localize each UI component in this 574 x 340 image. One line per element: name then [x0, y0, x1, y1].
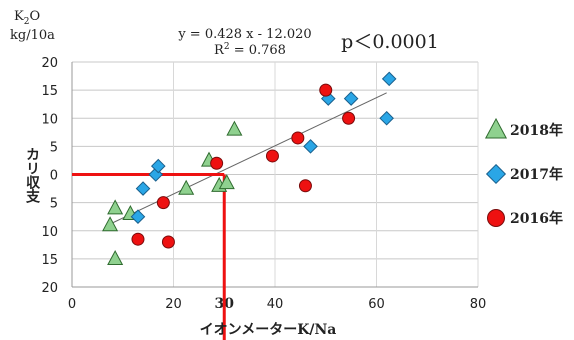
- circle-point: [265, 149, 279, 163]
- trendline-group: [107, 92, 387, 226]
- circle-point: [161, 235, 175, 249]
- legend-marker-triangle: [484, 117, 508, 139]
- y-axis-title: カリ収支: [24, 147, 41, 204]
- data-points: [102, 71, 397, 266]
- triangle-point: [102, 216, 119, 232]
- y-tick-label: 15: [41, 253, 58, 268]
- circle-point: [298, 179, 312, 193]
- legend-label: 2017年: [510, 166, 563, 183]
- y-tick-label: 15: [41, 84, 58, 99]
- trendline-equation: y = 0.428 x - 12.020: [177, 27, 311, 42]
- threshold-group: [72, 173, 226, 340]
- triangle-point: [107, 250, 124, 266]
- gridlines: [71, 61, 479, 288]
- triangle-point: [178, 179, 195, 195]
- circle-point: [131, 232, 145, 246]
- p-value: p＜0.0001: [341, 31, 439, 53]
- y-unit-label: K2O: [14, 9, 40, 27]
- circle-point: [319, 83, 333, 97]
- tick-labels: 20151050510152002030406080: [41, 56, 486, 312]
- diamond-point: [150, 158, 166, 174]
- y-tick-label: 20: [41, 281, 58, 296]
- y-tick-label: 20: [41, 56, 58, 71]
- circle-point: [342, 111, 356, 125]
- y-tick-label: 5: [50, 140, 58, 155]
- y-tick-label: 10: [41, 112, 58, 127]
- x-tick-label: 40: [267, 297, 284, 312]
- legend: 2018年 2017年 2016年: [484, 117, 563, 227]
- triangle-point: [226, 120, 243, 136]
- legend-marker-diamond: [485, 163, 507, 185]
- diamond-point: [303, 139, 318, 154]
- diamond-point: [320, 91, 336, 106]
- y-tick-label: 0: [50, 169, 58, 184]
- x-tick-label: 20: [165, 297, 182, 312]
- y-tick-label: 10: [41, 225, 58, 240]
- legend-label: 2016年: [510, 210, 563, 227]
- legend-label: 2018年: [510, 122, 563, 139]
- diamond-point: [381, 71, 397, 87]
- circle-point: [210, 156, 224, 170]
- diamond-point: [379, 110, 394, 126]
- x-tick-label: 60: [368, 297, 385, 312]
- circle-point: [291, 131, 305, 145]
- x-tick-label: 80: [470, 297, 487, 312]
- legend-marker-circle: [487, 209, 505, 227]
- trendline: [107, 92, 387, 226]
- y-unit-label-line2: kg/10a: [10, 28, 55, 43]
- y-tick-label: 5: [50, 197, 58, 212]
- circle-point: [156, 196, 170, 210]
- r-squared: R2 = 0.768: [214, 42, 286, 58]
- diamond-point: [130, 209, 146, 224]
- triangle-point: [107, 199, 124, 215]
- diamond-point: [343, 91, 359, 106]
- diamond-point: [135, 181, 151, 196]
- triangle-point: [218, 174, 235, 190]
- x-tick-label: 0: [68, 297, 76, 312]
- x-axis-title: イオンメーターK/Na: [200, 322, 337, 338]
